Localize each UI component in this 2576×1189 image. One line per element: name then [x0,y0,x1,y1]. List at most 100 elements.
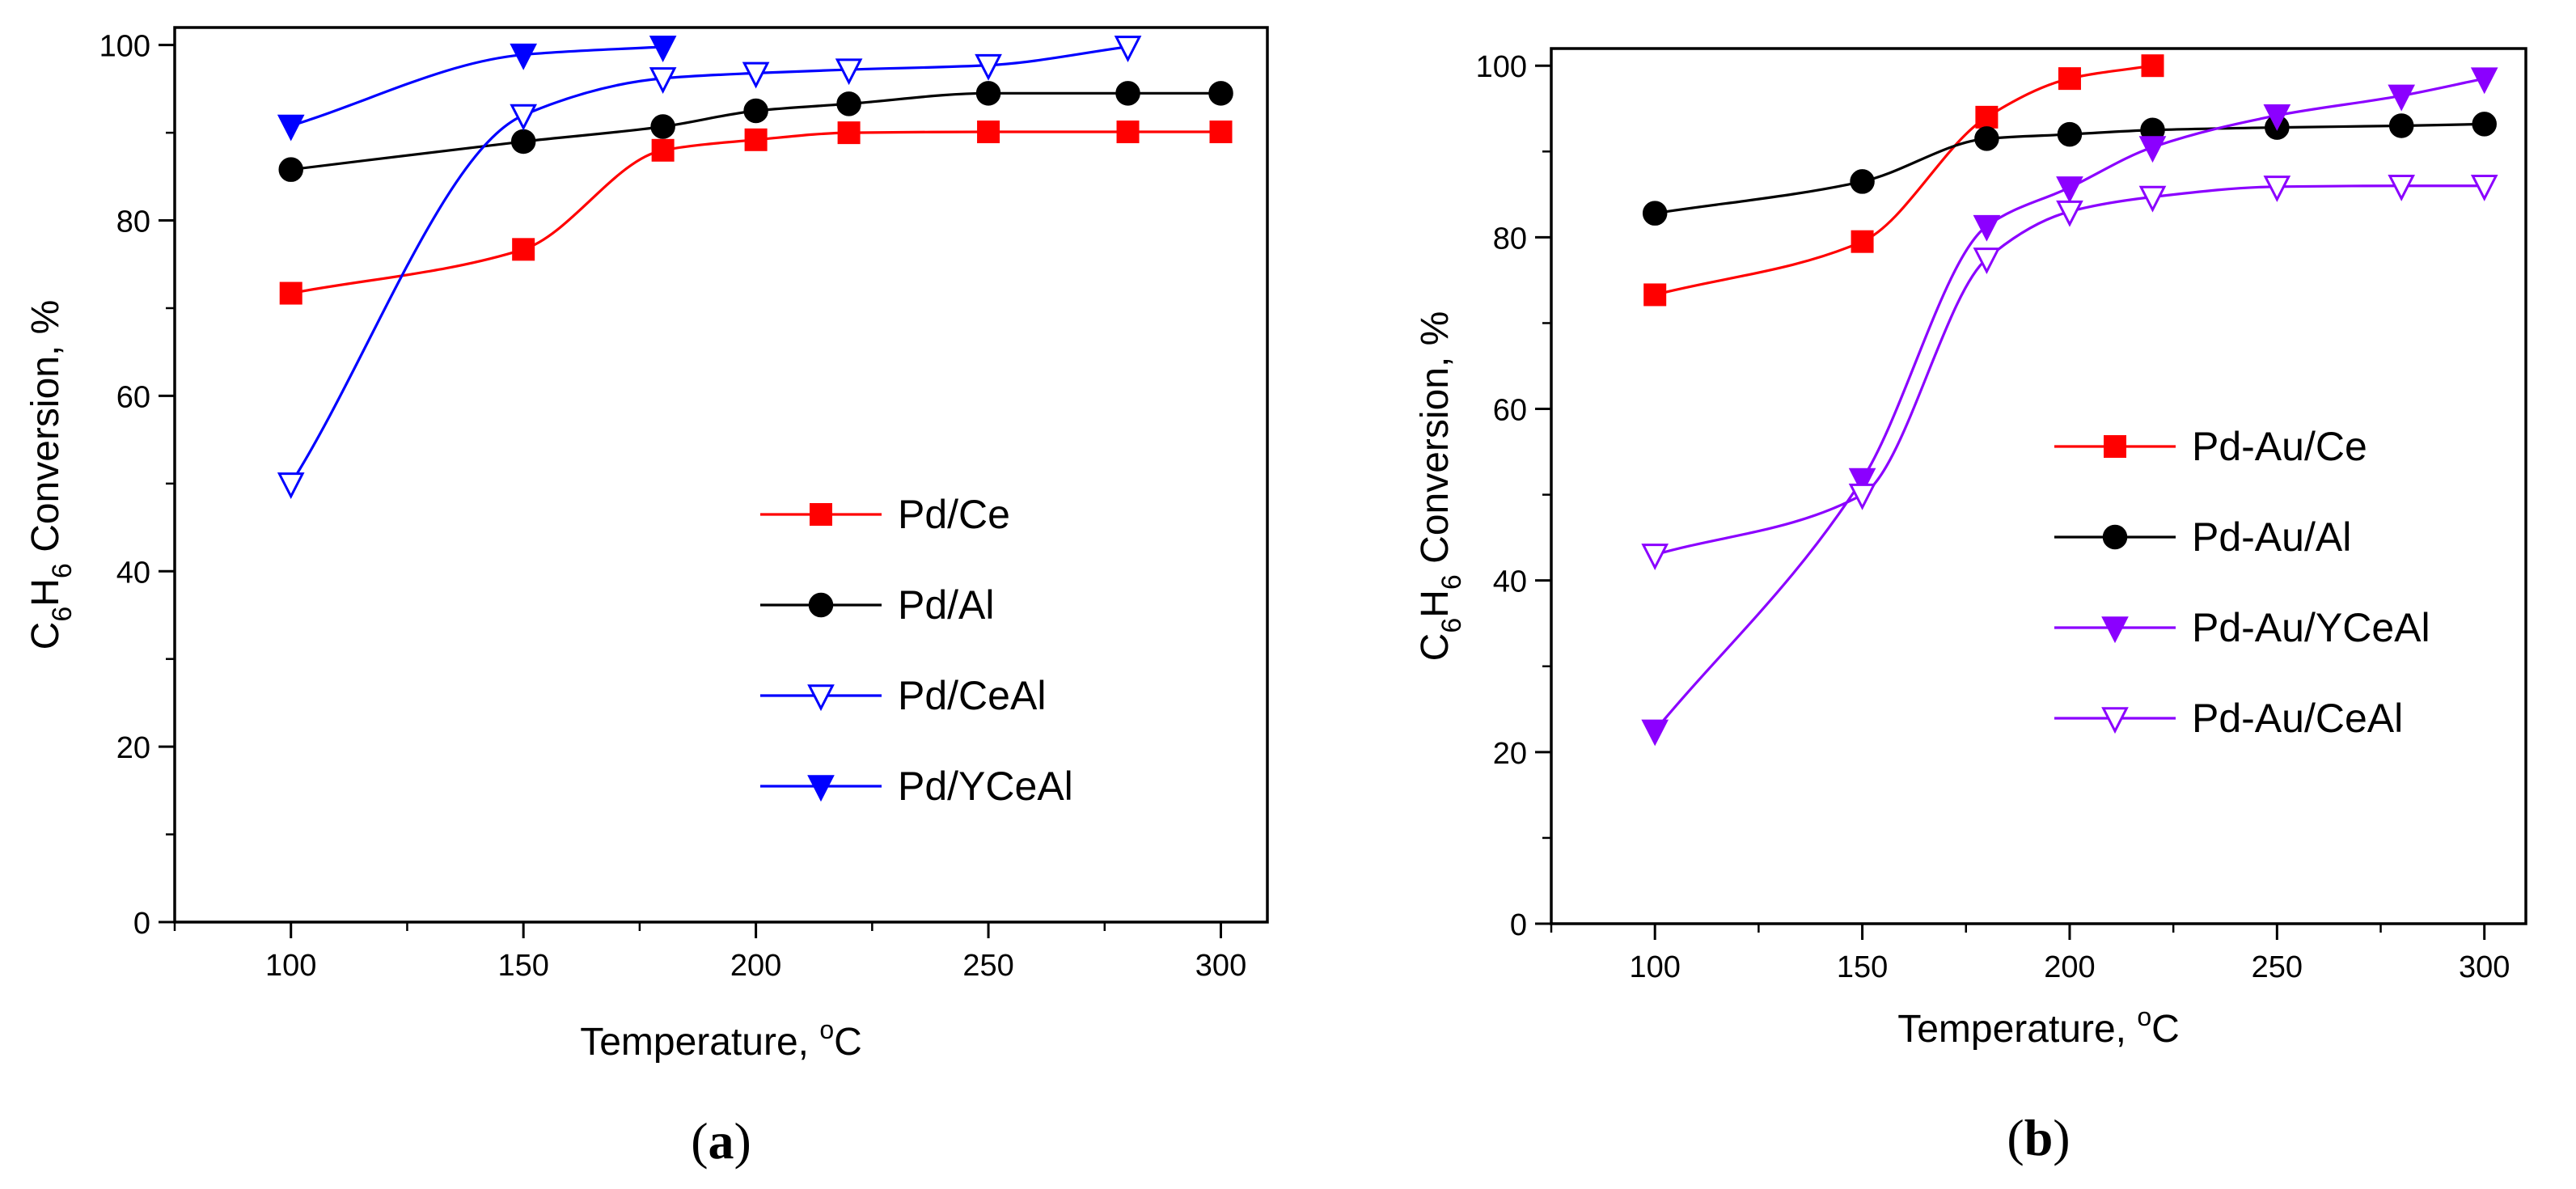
data-point [975,81,1001,106]
data-point [2263,176,2291,202]
legend-marker [807,775,835,802]
panel-label-letter: a [709,1112,734,1170]
x-tick-label: 200 [730,949,781,983]
data-point [277,114,305,142]
legend-marker [2104,435,2126,458]
y-axis-title-subscript: 6 [1436,574,1467,590]
data-point [510,129,536,154]
data-point [2388,175,2416,201]
legend-marker [2101,616,2129,644]
y-axis-title-subscript: 6 [47,563,78,578]
panel-label: (b) [2007,1109,2070,1166]
data-point [743,98,768,124]
data-point [2263,104,2291,131]
data-point [2056,176,2083,203]
data-point [1975,105,1999,129]
data-point [835,58,863,86]
data-point [1641,719,1669,747]
series-line [290,45,1128,484]
data-point [1642,201,1668,226]
y-axis-title-part: Conversion, % [1414,311,1457,574]
panel-label-letter: b [2024,1109,2054,1166]
data-point [1114,36,1142,62]
legend-label: Pd/Ce [898,492,1010,537]
panel-label-open-paren: ( [691,1112,708,1170]
data-point [2141,54,2164,78]
degree-symbol: o [2137,1002,2151,1031]
y-tick-label: 100 [99,30,150,64]
x-axis-title-main: Temperature, [580,1021,819,1064]
y-axis-title-part: Conversion, % [24,300,67,563]
degree-symbol: o [819,1015,834,1044]
panel-label: (a) [691,1112,751,1170]
x-axis-title-unit: C [2151,1008,2180,1051]
y-axis-title-part: H [1414,590,1457,618]
data-point [1974,126,1999,151]
legend-label: Pd-Au/Al [2192,514,2351,560]
data-point [2057,121,2083,147]
data-point [744,128,768,151]
x-tick-label: 250 [2252,950,2303,984]
data-point [279,281,302,305]
data-point [837,121,861,145]
y-tick-label: 80 [1493,222,1527,256]
data-point [510,104,538,131]
panel-b: 100 150 200 250 300 0 20 40 60 80 100 Temperature, … [1414,47,2527,1166]
data-point [510,43,538,70]
data-point [836,91,861,116]
y-axis-title-part: C [24,622,67,650]
y-tick-label: 40 [116,556,150,590]
legend-marker [807,684,835,712]
data-point [1973,214,2001,242]
y-tick-label: 40 [1493,565,1527,599]
data-point [2470,67,2498,95]
data-point [278,157,303,182]
data-point [1850,169,1875,194]
y-axis-title-part: C [1414,633,1457,662]
x-tick-label: 100 [265,949,316,983]
series-line [290,91,1221,171]
series-line [1654,184,2485,556]
x-tick-label: 300 [2459,950,2510,984]
legend-label: Pd-Au/YCeAl [2192,605,2430,650]
data-point [1973,248,2001,274]
data-point [1208,81,1233,106]
x-tick-label: 200 [2044,950,2095,984]
data-point [1643,283,1667,307]
legend-marker [2101,707,2129,734]
x-axis-title: Temperature, oC [580,1015,862,1064]
legend-marker [2102,524,2128,550]
data-point [742,61,770,89]
x-tick-label: 300 [1195,949,1246,983]
data-point [975,53,1002,81]
y-tick-label: 60 [1493,394,1527,428]
legend-marker [808,592,834,618]
series-line [290,45,663,127]
series-line [290,130,1221,295]
data-point [1116,121,1140,144]
y-axis-title-subscript: 6 [47,607,78,622]
legend: Pd/Ce Pd/Al Pd/CeAl Pd/YCeAl [760,492,1073,809]
panel-label-close-paren: ) [734,1112,751,1170]
legend-label: Pd-Au/CeAl [2192,696,2403,741]
y-tick-label: 20 [1493,737,1527,771]
panel-label-close-paren: ) [2053,1109,2070,1166]
plot-frame [173,26,1269,924]
legend-label: Pd/CeAl [898,673,1046,718]
y-axis-title-subscript: 6 [1436,618,1467,633]
y-tick-label: 100 [1476,50,1527,84]
data-point [2388,84,2416,112]
x-tick-label: 150 [1837,950,1888,984]
data-point [651,138,675,162]
data-point [1848,468,1876,495]
data-point [1848,483,1876,510]
x-axis-title-main: Temperature, [1897,1008,2137,1051]
x-tick-label: 250 [962,949,1013,983]
data-point [2388,113,2414,138]
y-axis-title: C6H6 Conversion, % [24,300,78,650]
data-point [512,238,535,261]
data-point [2058,67,2081,91]
data-point [1209,121,1233,144]
y-tick-label: 0 [133,907,150,941]
